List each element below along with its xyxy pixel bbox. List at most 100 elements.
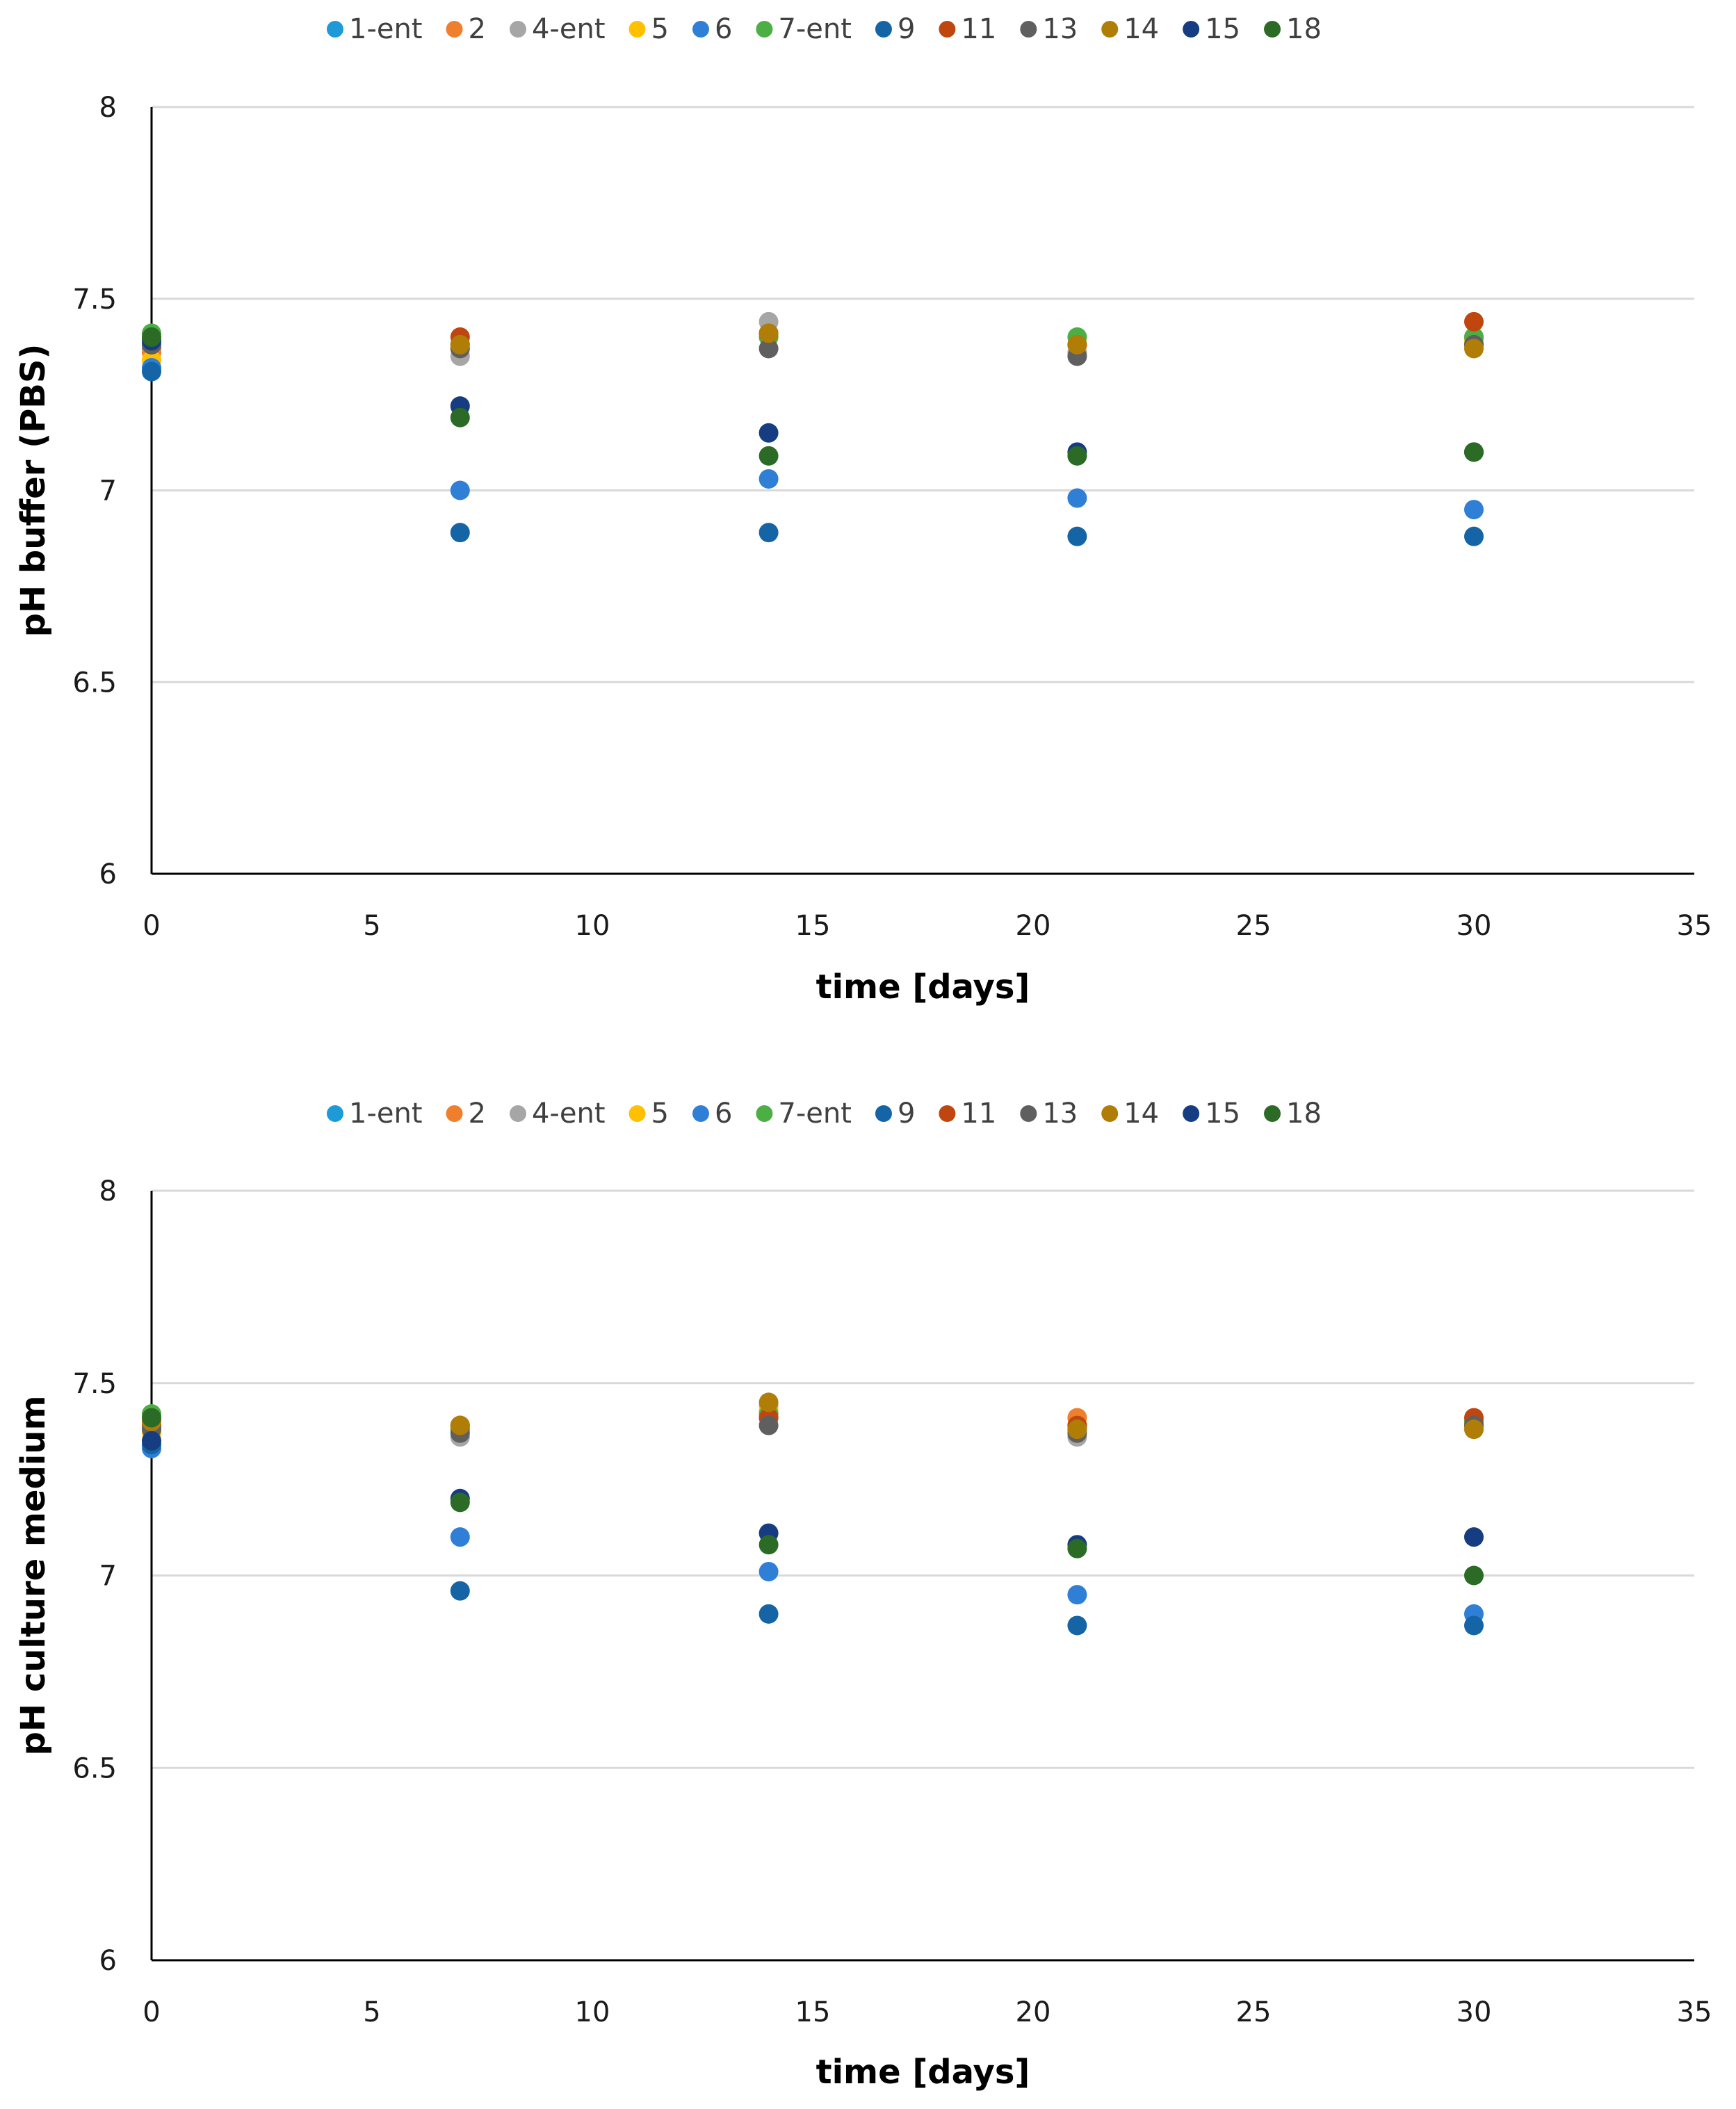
legend-label: 11 (961, 13, 996, 45)
data-point (1067, 1538, 1087, 1558)
legend-label: 18 (1286, 13, 1322, 45)
data-points (142, 311, 1484, 546)
legend-marker (1264, 21, 1281, 38)
data-point (1464, 526, 1484, 546)
data-point (759, 469, 779, 489)
x-tick-label: 20 (1016, 1996, 1051, 2028)
data-point (1464, 1527, 1484, 1547)
x-tick-label: 25 (1236, 1996, 1272, 2028)
legend-marker (1101, 21, 1119, 38)
x-tick-label: 25 (1236, 910, 1272, 942)
data-point (759, 1415, 779, 1435)
data-point (142, 1431, 161, 1451)
legend-marker (1020, 1105, 1037, 1122)
legend-label: 1-ent (349, 1098, 423, 1130)
legend-marker (1020, 21, 1037, 38)
legend-marker (446, 21, 463, 38)
data-point (142, 361, 161, 382)
data-point (450, 334, 470, 355)
legend-marker (692, 1105, 709, 1122)
data-point (759, 323, 779, 343)
data-point (142, 1408, 161, 1428)
x-tick-label: 5 (363, 1996, 380, 2028)
x-axis-label: time [days] (816, 2053, 1030, 2092)
x-tick-label: 10 (575, 1996, 610, 2028)
y-tick-label: 6 (99, 1945, 117, 1977)
data-point (1067, 488, 1087, 508)
x-tick-label: 5 (363, 910, 380, 942)
legend-marker (939, 21, 956, 38)
data-point (450, 1492, 470, 1513)
legend-marker (628, 21, 646, 38)
data-point (759, 523, 779, 543)
legend-label: 13 (1042, 13, 1078, 45)
data-point (1067, 1615, 1087, 1636)
data-point (450, 1415, 470, 1435)
legend-marker (756, 21, 773, 38)
x-tick-label: 35 (1677, 1996, 1712, 2028)
x-tick-label: 10 (575, 910, 610, 942)
y-tick-label: 7 (99, 475, 117, 507)
x-axis-label: time [days] (816, 968, 1030, 1007)
data-point (1464, 442, 1484, 462)
legend-marker (875, 1105, 892, 1122)
data-point (1464, 500, 1484, 520)
data-point (759, 1392, 779, 1412)
x-tick-label: 35 (1677, 910, 1712, 942)
legend-label: 9 (898, 13, 915, 45)
x-tick-label: 15 (795, 1996, 831, 2028)
y-tick-label: 8 (99, 92, 117, 124)
data-point (450, 523, 470, 543)
data-point (450, 1527, 470, 1547)
legend-label: 9 (898, 1098, 915, 1130)
data-point (759, 339, 779, 359)
legend-label: 5 (651, 13, 669, 45)
data-point (1464, 1565, 1484, 1586)
x-tick-label: 30 (1457, 910, 1492, 942)
data-point (1067, 526, 1087, 546)
y-tick-label: 6 (99, 858, 117, 890)
legend-label: 13 (1042, 1098, 1078, 1130)
data-points (142, 1392, 1484, 1636)
y-tick-label: 7.5 (72, 1368, 117, 1400)
legend-marker (875, 21, 892, 38)
legend-label: 11 (961, 1098, 996, 1130)
legend-marker (1183, 1105, 1200, 1122)
y-tick-label: 7.5 (72, 284, 117, 316)
data-point (1464, 1419, 1484, 1440)
x-tick-label: 20 (1016, 910, 1051, 942)
legend-marker (327, 1105, 343, 1122)
x-tick-label: 15 (795, 910, 831, 942)
y-axis-label: pH buffer (PBS) (14, 344, 53, 637)
legend-label: 2 (469, 1098, 486, 1130)
legend-marker (756, 1105, 773, 1122)
data-point (1067, 334, 1087, 355)
data-point (450, 480, 470, 500)
legend-marker (446, 1105, 463, 1122)
legend-marker (1264, 1105, 1281, 1122)
chart-1: 6 6.5 7 7.5 8 0 5 10 15 20 25 30 35 time [days] pH buf… (14, 13, 1712, 1007)
data-point (759, 1561, 779, 1581)
data-point (759, 1604, 779, 1624)
legend-label: 7-ent (778, 1098, 852, 1130)
legend-label: 4-ent (532, 1098, 606, 1130)
data-point (1067, 446, 1087, 466)
x-tick-label: 30 (1457, 1996, 1492, 2028)
y-tick-label: 6.5 (72, 1752, 117, 1784)
data-point (759, 423, 779, 443)
y-tick-label: 8 (99, 1175, 117, 1207)
data-point (1464, 311, 1484, 332)
legend: 1-ent 2 4-ent 5 6 7-ent 9 11 13 14 15 18 (327, 1098, 1322, 1130)
data-point (1067, 1419, 1087, 1440)
legend-marker (628, 1105, 646, 1122)
data-point (450, 1581, 470, 1601)
x-tick-label: 0 (143, 910, 160, 942)
legend-label: 15 (1205, 1098, 1240, 1130)
legend-label: 18 (1286, 1098, 1322, 1130)
y-tick-label: 6.5 (72, 667, 117, 699)
data-point (759, 1535, 779, 1555)
legend-label: 5 (651, 1098, 669, 1130)
legend-marker (692, 21, 709, 38)
